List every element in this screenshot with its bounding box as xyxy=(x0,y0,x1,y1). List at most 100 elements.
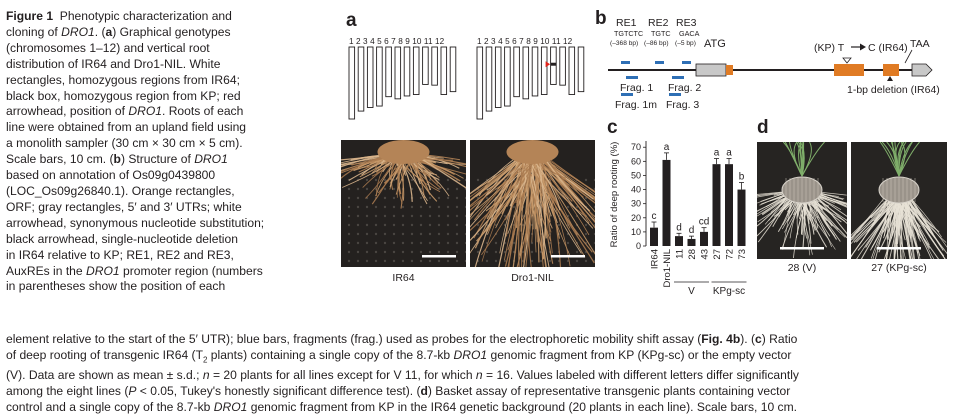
grid-peg xyxy=(446,223,450,227)
basket-photo-kpg xyxy=(851,142,947,259)
utr-5prime xyxy=(695,63,727,77)
grid-peg xyxy=(410,241,414,245)
grid-peg xyxy=(365,241,369,245)
leaf-blade xyxy=(801,142,805,177)
kp-segment xyxy=(550,62,557,66)
frag-3-label: Frag. 3 xyxy=(666,99,699,111)
caption-run: ). ( xyxy=(740,332,756,346)
leaf-blade xyxy=(801,142,825,177)
root-strand xyxy=(539,153,562,267)
grid-peg xyxy=(374,241,378,245)
grid-peg xyxy=(584,178,588,182)
grid-peg xyxy=(446,178,450,182)
grid-peg xyxy=(455,259,459,263)
grid-peg xyxy=(584,223,588,227)
bottom-line: among the eight lines (P < 0.05, Tukey's… xyxy=(6,384,956,400)
chromosome-numbers-nil: 1 2 3 4 5 6 7 8 9 10 11 12 xyxy=(477,37,573,46)
grid-peg xyxy=(365,259,369,263)
grid-peg xyxy=(464,223,466,227)
caption-run: DRO1 xyxy=(213,400,248,415)
deletion-arrowhead xyxy=(887,76,893,81)
grid-peg xyxy=(503,214,507,218)
category-label: 43 xyxy=(700,249,711,260)
caption-run: black box, homozygous region from KP; re… xyxy=(6,88,241,103)
side-line: line were obtained from an upland field … xyxy=(6,120,332,136)
grid-peg xyxy=(521,250,525,254)
grid-peg xyxy=(455,214,459,218)
grid-peg xyxy=(464,241,466,245)
chromosome-3 xyxy=(494,46,502,108)
grid-peg xyxy=(419,205,423,209)
grid-peg xyxy=(356,241,360,245)
grid-peg xyxy=(356,250,360,254)
chromosome-7 xyxy=(531,46,539,97)
grid-peg xyxy=(365,187,369,191)
caption-run: rectangles, homozygous regions from IR64… xyxy=(6,72,240,87)
y-tick-label: 50 xyxy=(631,170,641,180)
re2-name: RE2 xyxy=(648,17,669,29)
basket-image-kpg xyxy=(851,142,947,259)
panel-d-letter: d xyxy=(757,117,769,138)
grid-peg xyxy=(374,259,378,263)
grid-peg xyxy=(593,205,595,209)
caption-run: line were obtained from an upland field … xyxy=(6,120,247,135)
ir64-snp-label: C (IR64) xyxy=(868,42,908,54)
grid-peg xyxy=(365,178,369,182)
caption-run: a monolith sampler (30 cm × 30 cm × 5 cm… xyxy=(6,136,243,151)
grid-peg xyxy=(464,214,466,218)
caption-run: Figure 1 xyxy=(6,9,54,23)
grid-peg xyxy=(365,205,369,209)
basket-photo-vector xyxy=(757,142,847,259)
chromosome-9 xyxy=(550,46,557,85)
grid-peg xyxy=(365,232,369,236)
genotype-ir64 xyxy=(348,46,457,120)
grid-peg xyxy=(401,232,405,236)
grid-peg xyxy=(410,223,414,227)
re2-marker xyxy=(655,61,664,64)
chromosome-9 xyxy=(422,46,429,85)
chromosome-1 xyxy=(476,46,484,120)
photo-label-ir64: IR64 xyxy=(392,272,415,284)
bar-11 xyxy=(675,236,683,246)
grid-peg xyxy=(464,259,466,263)
grid-peg xyxy=(392,241,396,245)
leaf-blade xyxy=(879,142,900,177)
grid-peg xyxy=(356,214,360,218)
grid-peg xyxy=(347,241,351,245)
grid-peg xyxy=(437,205,441,209)
grid-peg xyxy=(383,232,387,236)
side-line: cloning of DRO1. (a) Graphical genotypes xyxy=(6,25,332,41)
grid-peg xyxy=(410,259,414,263)
caption-run: Fig. 4b xyxy=(701,332,741,346)
caption-run: (LOC_Os09g26840.1). Orange rectangles, xyxy=(6,183,235,198)
grid-peg xyxy=(392,259,396,263)
chromosome-6 xyxy=(522,46,530,100)
caption-run: DRO1 xyxy=(194,152,228,167)
grid-peg xyxy=(347,232,351,236)
grid-peg xyxy=(455,241,459,245)
caption-run: black arrowhead, single-nucleotide delet… xyxy=(6,231,238,246)
root-crown xyxy=(506,140,559,164)
grid-peg xyxy=(566,241,570,245)
grid-peg xyxy=(374,205,378,209)
y-tick-label: 40 xyxy=(631,185,641,195)
bar-73 xyxy=(737,189,746,246)
y-tick-label: 0 xyxy=(636,241,641,251)
side-line: arrowhead, synonymous nucleotide substit… xyxy=(6,216,332,232)
grid-peg xyxy=(410,205,414,209)
grid-peg xyxy=(374,223,378,227)
grid-peg xyxy=(566,259,570,263)
grid-peg xyxy=(347,187,351,191)
side-line: (chromosomes 1–12) and vertical root xyxy=(6,41,332,57)
significance-letter: a xyxy=(714,148,720,159)
group-label: V xyxy=(688,286,695,297)
y-tick-label: 10 xyxy=(631,227,641,237)
grid-peg xyxy=(437,250,441,254)
grid-peg xyxy=(419,259,423,263)
caption-run: control and a single copy of the 8.7-kb xyxy=(6,400,214,415)
caption-run: d xyxy=(420,384,428,399)
grid-peg xyxy=(410,232,414,236)
caption-run: b xyxy=(113,152,121,167)
grid-peg xyxy=(419,223,423,227)
bar-43 xyxy=(700,231,708,246)
